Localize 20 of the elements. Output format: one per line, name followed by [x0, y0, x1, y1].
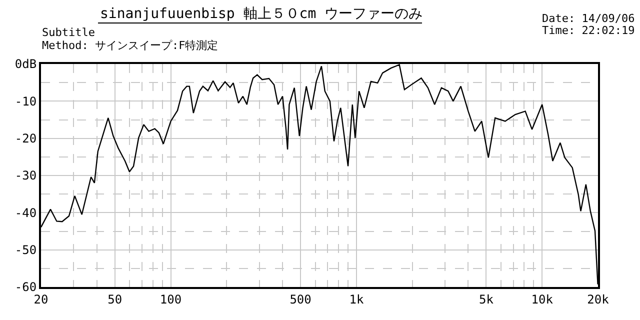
y-tick-label: 0dB: [14, 57, 37, 72]
x-tick-label: 5k: [478, 292, 494, 306]
y-tick-label: -10: [14, 94, 37, 108]
chart-title: sinanjufuuenbisp 軸上５０cm ウーファーのみ: [100, 6, 423, 22]
y-tick-label: -50: [14, 243, 37, 258]
text: Date: 14/09/06: [542, 12, 635, 25]
text: Method: サインスイープ:F特測定: [42, 39, 218, 52]
y-tick-label: -40: [14, 206, 37, 220]
y-tick-label: -30: [14, 168, 37, 183]
x-tick-label: 10k: [531, 292, 554, 306]
x-tick-label: 20k: [587, 292, 610, 306]
x-tick-label: 50: [108, 292, 122, 306]
text: Time: 22:02:19: [542, 24, 635, 37]
x-tick-label: 500: [290, 292, 312, 306]
x-tick-label: 1k: [349, 292, 364, 306]
y-tick-label: -60: [14, 280, 37, 294]
chart-subtitle: Subtitle: [42, 26, 95, 39]
x-tick-label: 100: [160, 292, 182, 306]
y-tick-label: -20: [14, 132, 37, 146]
x-tick-label: 20: [34, 292, 48, 306]
